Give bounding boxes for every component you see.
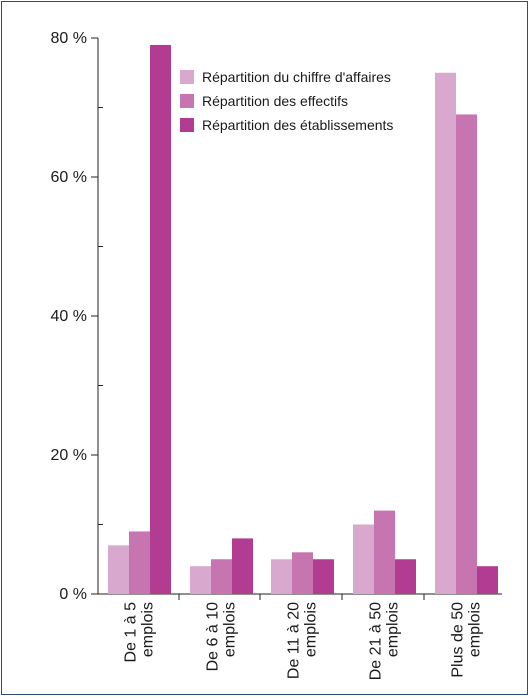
x-category-label-line: emplois	[385, 602, 402, 657]
x-axis: De 1 à 5 emplois De 6 à 10 emplois De 11 à 2…	[123, 594, 484, 680]
bar	[435, 72, 456, 594]
x-category-label: Plus de 50 emplois	[450, 602, 484, 678]
y-tick-label: 60 %	[51, 169, 87, 186]
x-category-label: De 1 à 5 emplois	[123, 602, 157, 663]
bar	[292, 552, 313, 594]
bar	[232, 538, 253, 594]
y-tick-label: 40 %	[51, 308, 87, 325]
bar	[395, 559, 416, 594]
x-category-label-line: De 1 à 5	[123, 602, 140, 663]
legend-swatch	[180, 118, 194, 132]
bar	[108, 545, 129, 594]
x-category-label-line: emplois	[222, 602, 239, 657]
y-tick-label: 20 %	[51, 447, 87, 464]
legend: Répartition du chiffre d'affaires Réparti…	[180, 69, 393, 133]
legend-label: Répartition du chiffre d'affaires	[202, 69, 391, 85]
y-tick-label: 0 %	[59, 586, 87, 603]
x-category-label-line: emplois	[303, 602, 320, 657]
x-category-label: De 21 à 50 emplois	[368, 602, 402, 680]
x-category-label: De 11 à 20 emplois	[286, 602, 320, 679]
y-tick-label: 80 %	[51, 30, 87, 47]
bar	[190, 566, 211, 594]
x-category-label-line: De 6 à 10	[205, 602, 222, 671]
x-category-label-line: emplois	[140, 602, 157, 657]
legend-label: Répartition des établissements	[202, 117, 393, 133]
x-category-label-line: emplois	[467, 602, 484, 657]
bar	[456, 114, 477, 594]
bar	[313, 559, 334, 594]
x-category-label-line: De 11 à 20	[286, 602, 303, 679]
bar	[477, 566, 498, 594]
bar	[211, 559, 232, 594]
bar	[129, 531, 150, 594]
x-category-label-line: Plus de 50	[450, 602, 467, 678]
y-axis: 0 % 20 % 40 % 60 % 80 %	[51, 30, 502, 603]
x-category-label: De 6 à 10 emplois	[205, 602, 239, 671]
legend-swatch	[180, 94, 194, 108]
bar	[150, 44, 171, 594]
legend-swatch	[180, 70, 194, 84]
x-category-label-line: De 21 à 50	[368, 602, 385, 680]
legend-label: Répartition des effectifs	[202, 93, 348, 109]
bars	[108, 44, 498, 594]
bar	[374, 510, 395, 594]
bar	[353, 524, 374, 594]
bar	[271, 559, 292, 594]
